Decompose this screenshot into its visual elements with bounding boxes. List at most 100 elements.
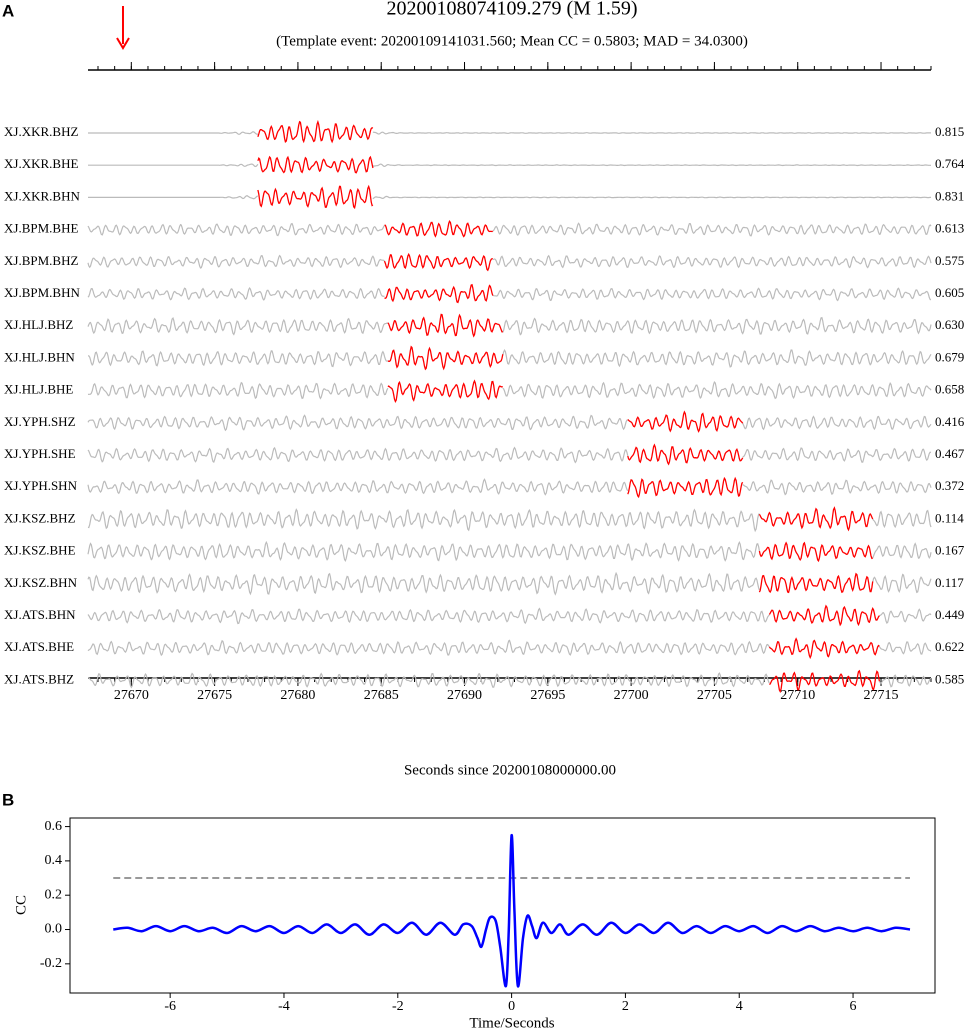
x-tick-label: 27715 (864, 688, 899, 703)
cc-label: 0.679 (935, 349, 964, 364)
cc-label: 0.117 (935, 575, 964, 590)
trace (87, 414, 932, 432)
cc-label: 0.114 (935, 510, 964, 525)
trace-label: XJ.ATS.BHZ (4, 671, 74, 686)
trace-label: XJ.KSZ.BHE (4, 543, 76, 558)
trace-label: XJ.ATS.BHE (4, 639, 74, 654)
trace-label: XJ.BPM.BHE (4, 221, 78, 236)
trace (87, 508, 932, 533)
trace (88, 131, 931, 135)
trace-label: XJ.HLJ.BHE (4, 382, 73, 397)
y-tick-label: -0.2 (40, 956, 62, 971)
y-tick-label: 0.6 (45, 819, 63, 834)
cc-label: 0.416 (935, 414, 965, 429)
trace (88, 195, 932, 200)
x-tick-label: -6 (164, 999, 176, 1014)
panel-label: A (2, 1, 14, 20)
y-axis-label: CC (13, 895, 29, 915)
x-tick-label: 27675 (197, 688, 232, 703)
x-tick-label: 2 (622, 999, 629, 1014)
cc-label: 0.605 (935, 285, 964, 300)
x-tick-label: 4 (736, 999, 743, 1014)
plot-frame (69, 817, 936, 994)
x-tick-label: 27670 (114, 688, 149, 703)
x-tick-label: -2 (392, 999, 404, 1014)
template-window (758, 572, 874, 594)
template-window (257, 184, 374, 210)
cc-label: 0.630 (935, 317, 964, 332)
cc-line (113, 833, 911, 988)
y-tick-label: 0.0 (45, 922, 63, 937)
chart-subtitle: (Template event: 20200109141031.560; Mea… (276, 33, 748, 49)
trace-label: XJ.XKR.BHZ (4, 124, 78, 139)
cc-label: 0.449 (935, 607, 964, 622)
template-window (387, 313, 503, 338)
cc-label: 0.658 (935, 382, 964, 397)
x-axis-label: Seconds since 20200108000000.00 (404, 762, 616, 778)
trace (87, 287, 932, 302)
trace-label: XJ.YPH.SHZ (4, 414, 76, 429)
trace-label: XJ.XKR.BHN (4, 188, 80, 203)
arrow-head (116, 37, 130, 50)
trace (88, 672, 932, 689)
template-window (768, 637, 880, 660)
trace (87, 607, 932, 625)
template-window (384, 219, 493, 238)
trace-label: XJ.ATS.BHN (4, 607, 76, 622)
trace-label: XJ.BPM.BHN (4, 285, 80, 300)
trace (87, 254, 932, 269)
trace (88, 348, 932, 368)
template-window (257, 155, 374, 174)
x-tick-label: 27700 (614, 688, 649, 703)
x-tick-label: 27695 (530, 688, 565, 703)
cc-label: 0.764 (935, 156, 965, 171)
trace-label: XJ.XKR.BHE (4, 156, 78, 171)
trace (87, 478, 932, 496)
trace (87, 639, 932, 657)
template-window (768, 604, 880, 627)
cc-label: 0.613 (935, 221, 964, 236)
trace-label: XJ.YPH.SHE (4, 446, 76, 461)
cc-label: 0.831 (935, 188, 964, 203)
trace-label: XJ.YPH.SHN (4, 478, 78, 493)
template-window (384, 283, 494, 304)
x-tick-label: 27685 (364, 688, 399, 703)
template-window (769, 669, 881, 694)
trace-label: XJ.HLJ.BHZ (4, 317, 73, 332)
x-tick-label: 6 (850, 999, 857, 1014)
trace (87, 222, 932, 237)
cc-label: 0.167 (935, 543, 965, 558)
x-tick-label: -4 (278, 999, 290, 1014)
template-window (387, 379, 503, 404)
trace (87, 381, 932, 400)
x-tick-label: 27690 (447, 688, 482, 703)
cc-label: 0.815 (935, 124, 964, 139)
cc-label: 0.372 (935, 478, 964, 493)
template-window (387, 345, 504, 371)
trace (87, 571, 932, 596)
trace-label: XJ.KSZ.BHZ (4, 510, 76, 525)
x-tick-label: 27710 (780, 688, 815, 703)
template-window (758, 506, 874, 532)
trace (87, 540, 932, 562)
trace (87, 446, 932, 464)
cc-label: 0.467 (935, 446, 965, 461)
x-axis-label: Time/Seconds (469, 1015, 554, 1031)
y-tick-label: 0.4 (45, 853, 63, 868)
trace (88, 163, 931, 168)
template-window (758, 541, 873, 563)
cc-label: 0.585 (935, 671, 964, 686)
template-window (627, 410, 744, 433)
template-window (627, 476, 744, 499)
trace-label: XJ.BPM.BHZ (4, 253, 78, 268)
x-tick-label: 27680 (280, 688, 315, 703)
cc-label: 0.575 (935, 253, 964, 268)
panel-label: B (2, 790, 14, 809)
template-window (383, 252, 493, 272)
trace-label: XJ.KSZ.BHN (4, 575, 78, 590)
trace-label: XJ.HLJ.BHN (4, 349, 75, 364)
trace (87, 316, 932, 336)
x-tick-label: 27705 (697, 688, 732, 703)
y-tick-label: 0.2 (45, 887, 63, 902)
